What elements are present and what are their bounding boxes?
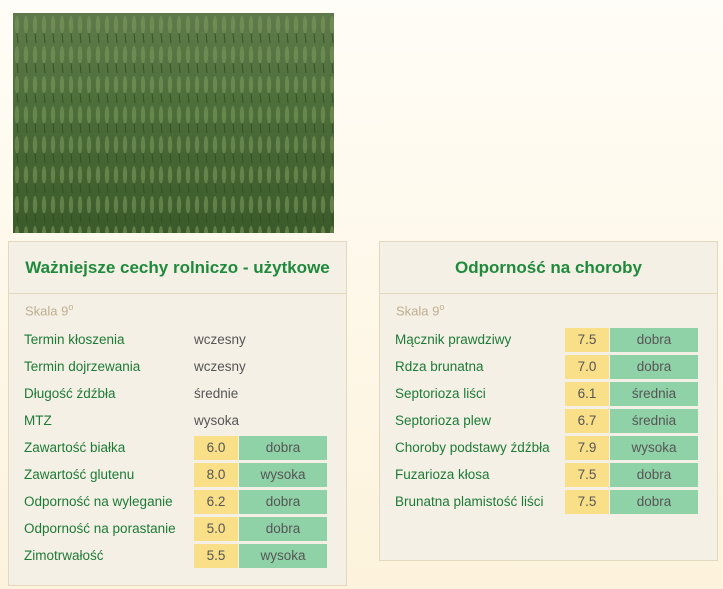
table-row: Mącznik prawdziwy 7.5 dobra [380,328,717,352]
row-rating: wysoka [610,436,698,460]
table-row: Zawartość glutenu 8.0 wysoka [9,463,346,487]
table-row: Brunatna plamistość liści 7.5 dobra [380,490,717,514]
table-row: Termin dojrzewania wczesny [9,355,346,379]
row-label: Septorioza plew [395,413,492,428]
row-score: 7.5 [565,490,609,514]
scale-sup: o [439,302,445,312]
disease-panel: Odporność na choroby Skala 9o Mącznik pr… [379,241,718,561]
table-row: Odporność na wyleganie 6.2 dobra [9,490,346,514]
table-row: Septorioza liści 6.1 średnia [380,382,717,406]
row-label: Zimotrwałość [24,548,104,563]
table-row: Fuzarioza kłosa 7.5 dobra [380,463,717,487]
table-row: Choroby podstawy źdźbła 7.9 wysoka [380,436,717,460]
row-value: wysoka [194,413,240,428]
row-score: 7.5 [565,328,609,352]
table-row: Odporność na porastanie 5.0 dobra [9,517,346,541]
row-value: średnie [194,386,239,401]
row-score: 6.2 [194,490,238,514]
panel-title: Odporność na choroby [380,242,717,294]
panel-title: Ważniejsze cechy rolniczo - użytkowe [9,242,346,294]
scale-label: Skala 9o [25,302,73,318]
table-row: Rdza brunatna 7.0 dobra [380,355,717,379]
row-score: 6.1 [565,382,609,406]
traits-panel: Ważniejsze cechy rolniczo - użytkowe Ska… [8,241,347,586]
row-rating: dobra [239,436,327,460]
table-row: MTZ wysoka [9,409,346,433]
row-rating: dobra [239,517,327,541]
row-label: Termin kłoszenia [24,332,125,347]
row-score: 5.5 [194,544,238,568]
row-label: Odporność na porastanie [24,521,176,536]
scale-text: Skala 9 [25,303,69,319]
row-label: Zawartość glutenu [24,467,135,482]
row-rating: dobra [610,490,698,514]
row-score: 6.0 [194,436,238,460]
row-label: Odporność na wyleganie [24,494,173,509]
row-rating: dobra [610,328,698,352]
table-row: Zimotrwałość 5.5 wysoka [9,544,346,568]
table-row: Zawartość białka 6.0 dobra [9,436,346,460]
scale-sup: o [68,302,74,312]
row-rating: dobra [239,490,327,514]
row-label: Długość źdźbła [24,386,116,401]
row-rating: dobra [610,355,698,379]
row-score: 7.5 [565,463,609,487]
row-label: Septorioza liści [395,386,486,401]
row-label: Rdza brunatna [395,359,484,374]
table-row: Termin kłoszenia wczesny [9,328,346,352]
row-rating: wysoka [239,463,327,487]
row-score: 6.7 [565,409,609,433]
table-row: Septorioza plew 6.7 średnia [380,409,717,433]
row-score: 8.0 [194,463,238,487]
scale-label: Skala 9o [396,302,444,318]
row-label: Zawartość białka [24,440,126,455]
row-rating: wysoka [239,544,327,568]
row-label: Choroby podstawy źdźbła [395,440,550,455]
row-rating: średnia [610,409,698,433]
row-label: MTZ [24,413,52,428]
row-label: Fuzarioza kłosa [395,467,490,482]
scale-text: Skala 9 [396,303,440,319]
row-label: Mącznik prawdziwy [395,332,512,347]
row-value: wczesny [194,332,246,347]
row-label: Brunatna plamistość liści [395,494,544,509]
row-value: wczesny [194,359,246,374]
row-score: 5.0 [194,517,238,541]
row-label: Termin dojrzewania [24,359,141,374]
row-rating: dobra [610,463,698,487]
row-rating: średnia [610,382,698,406]
row-score: 7.9 [565,436,609,460]
table-row: Długość źdźbła średnie [9,382,346,406]
wheat-photo [13,13,334,233]
row-score: 7.0 [565,355,609,379]
